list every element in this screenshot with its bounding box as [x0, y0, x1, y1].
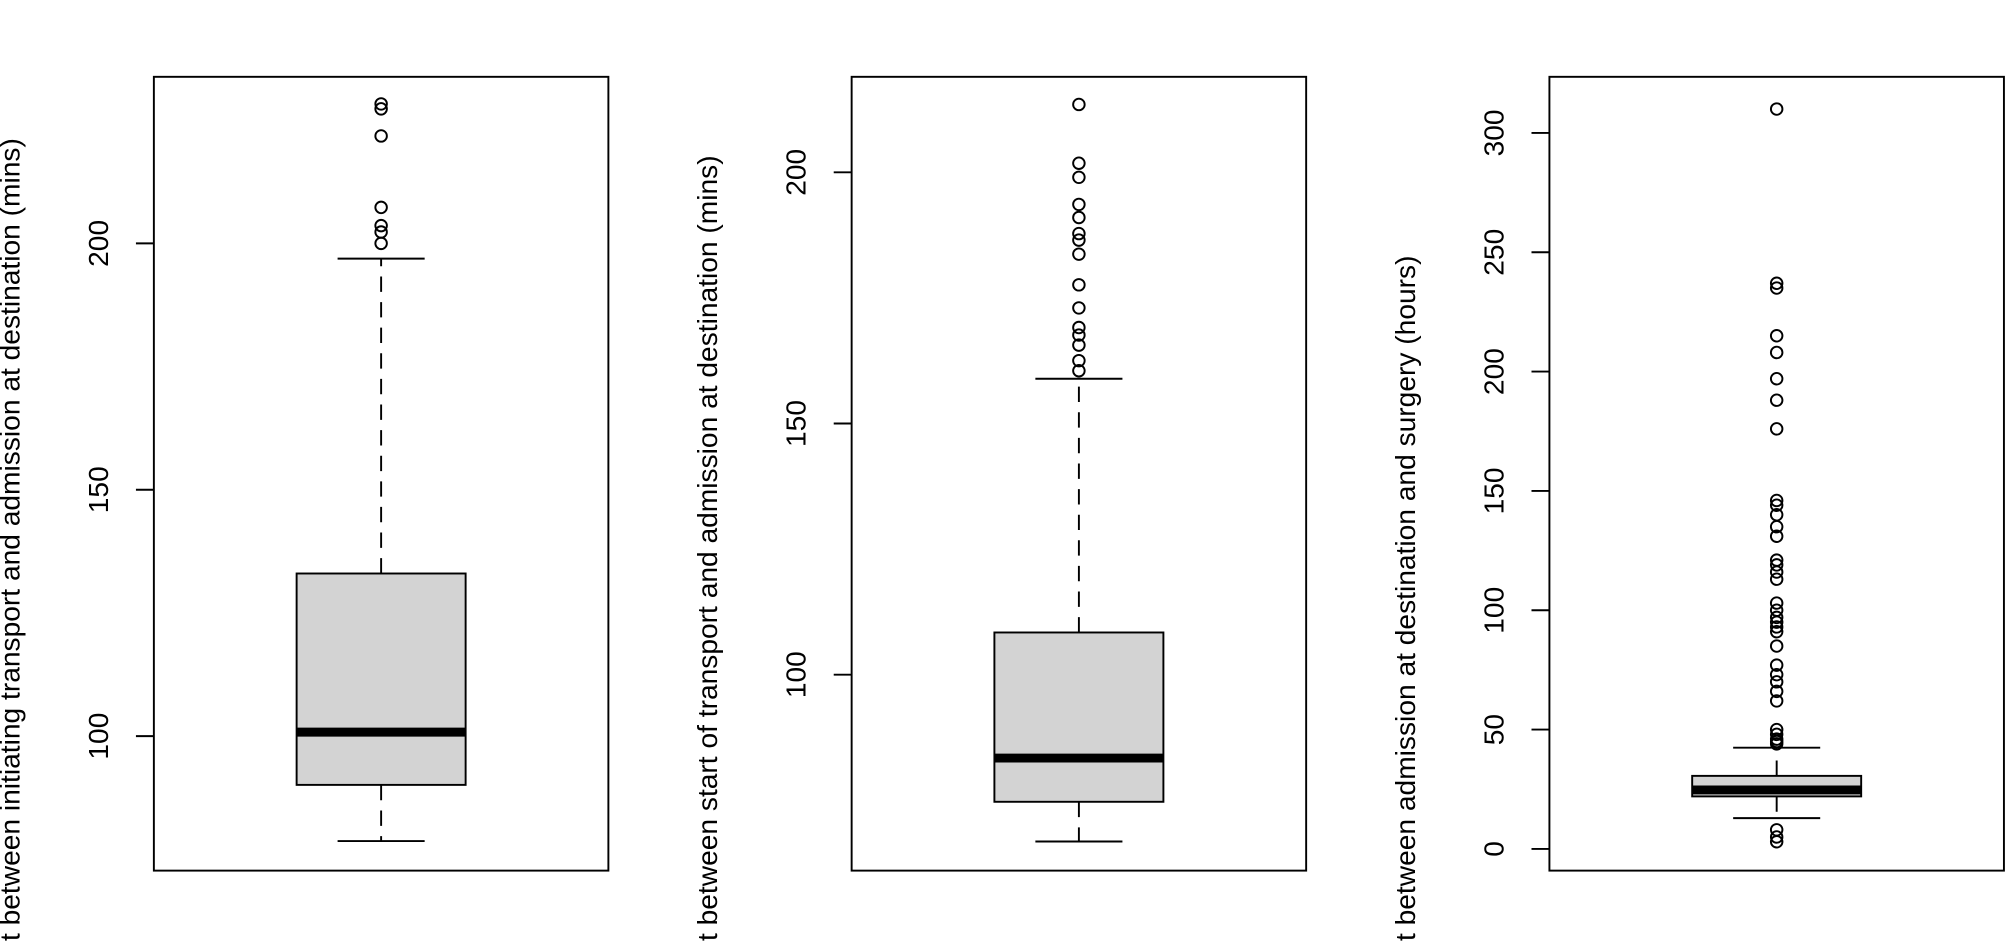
- y-tick-label: 50: [1478, 714, 1509, 745]
- outlier: [1769, 329, 1784, 343]
- outlier: [1072, 197, 1086, 212]
- y-tick-label: 200: [83, 220, 114, 267]
- outlier: [1769, 393, 1784, 407]
- outlier: [1072, 278, 1086, 292]
- outlier: [374, 97, 388, 111]
- plot-frame: [850, 75, 1308, 872]
- outlier: [1769, 345, 1784, 360]
- outlier: [1769, 667, 1784, 682]
- outlier: [1769, 519, 1784, 534]
- outlier: [1072, 210, 1086, 225]
- outlier: [1072, 338, 1086, 352]
- outlier: [1769, 737, 1784, 751]
- y-tick-label: 250: [1478, 229, 1509, 276]
- y-tick-label: 150: [781, 400, 812, 447]
- y-axis-label: t between initiating transport and admis…: [0, 138, 25, 941]
- outlier: [1769, 658, 1784, 672]
- outlier: [1072, 170, 1086, 185]
- outlier: [374, 200, 388, 215]
- outlier: [1769, 624, 1784, 639]
- outlier: [374, 236, 388, 251]
- outlier: [1072, 247, 1086, 261]
- outlier: [1769, 610, 1784, 625]
- plot-frame: [1548, 75, 2005, 872]
- outlier: [1769, 281, 1784, 295]
- outlier: [374, 102, 388, 116]
- outlier: [1769, 565, 1784, 579]
- y-tick-label: 300: [1478, 109, 1509, 156]
- outlier: [1769, 639, 1784, 653]
- y-axis-label: t between start of transport and admissi…: [692, 155, 723, 941]
- outlier: [1072, 156, 1086, 170]
- outlier: [1769, 675, 1784, 689]
- outlier: [1769, 830, 1784, 844]
- y-tick-label: 200: [781, 149, 812, 196]
- outlier: [1769, 558, 1784, 572]
- box: [993, 631, 1165, 803]
- outlier: [1072, 97, 1086, 112]
- outlier: [1769, 372, 1784, 386]
- outlier: [1769, 694, 1784, 708]
- outlier: [1769, 572, 1784, 586]
- outlier: [1072, 328, 1086, 342]
- outlier: [374, 129, 388, 143]
- outlier: [1769, 596, 1784, 610]
- y-tick-label: 150: [1478, 467, 1509, 514]
- outlier: [1769, 493, 1784, 508]
- outlier: [1769, 498, 1784, 512]
- outlier: [1769, 727, 1784, 742]
- plot-frame: [152, 75, 610, 872]
- outlier: [1072, 301, 1086, 315]
- y-tick-label: 200: [1478, 348, 1509, 395]
- y-tick-label: 0: [1478, 841, 1509, 857]
- box: [295, 572, 467, 786]
- outlier: [1072, 353, 1086, 368]
- y-tick-label: 100: [781, 651, 812, 698]
- y-tick-label: 100: [1478, 587, 1509, 634]
- y-axis-label: t between admission at destination and s…: [1390, 256, 1421, 942]
- outlier: [1072, 233, 1086, 247]
- outlier: [1769, 835, 1784, 849]
- outlier: [1769, 620, 1784, 634]
- y-tick-label: 100: [83, 713, 114, 760]
- outlier: [1769, 422, 1784, 436]
- outlier: [1769, 276, 1784, 290]
- outlier: [1769, 102, 1784, 116]
- outlier: [1769, 529, 1784, 543]
- y-tick-label: 150: [83, 466, 114, 513]
- outlier: [374, 218, 388, 233]
- outlier: [1072, 320, 1086, 335]
- outlier: [1769, 684, 1784, 699]
- outlier: [1769, 615, 1784, 629]
- outlier: [1072, 226, 1086, 241]
- outlier: [1072, 364, 1086, 378]
